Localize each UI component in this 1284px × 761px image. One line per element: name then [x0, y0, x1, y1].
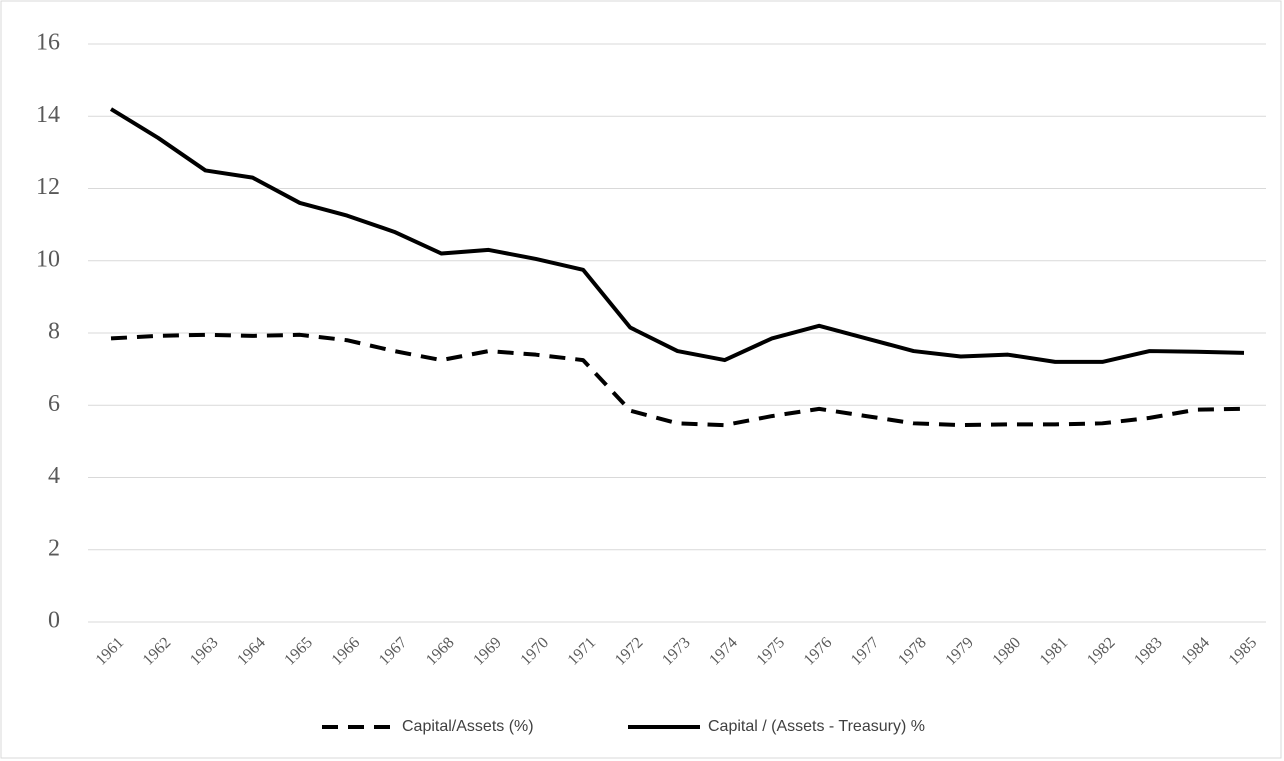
y-tick-label: 2: [48, 535, 60, 561]
y-tick-label: 0: [48, 608, 60, 634]
data-line: [109, 107, 1245, 364]
data-line: [110, 332, 1245, 428]
legend-label: Capital/Assets (%): [402, 718, 534, 735]
y-tick-label: 14: [36, 102, 60, 128]
y-tick-label: 10: [36, 246, 60, 272]
y-tick-label: 6: [48, 391, 60, 417]
y-tick-label: 16: [36, 30, 60, 56]
y-tick-label: 12: [36, 174, 60, 200]
legend-label: Capital / (Assets - Treasury) %: [708, 718, 925, 735]
y-tick-label: 8: [48, 319, 60, 345]
y-tick-label: 4: [48, 463, 60, 489]
